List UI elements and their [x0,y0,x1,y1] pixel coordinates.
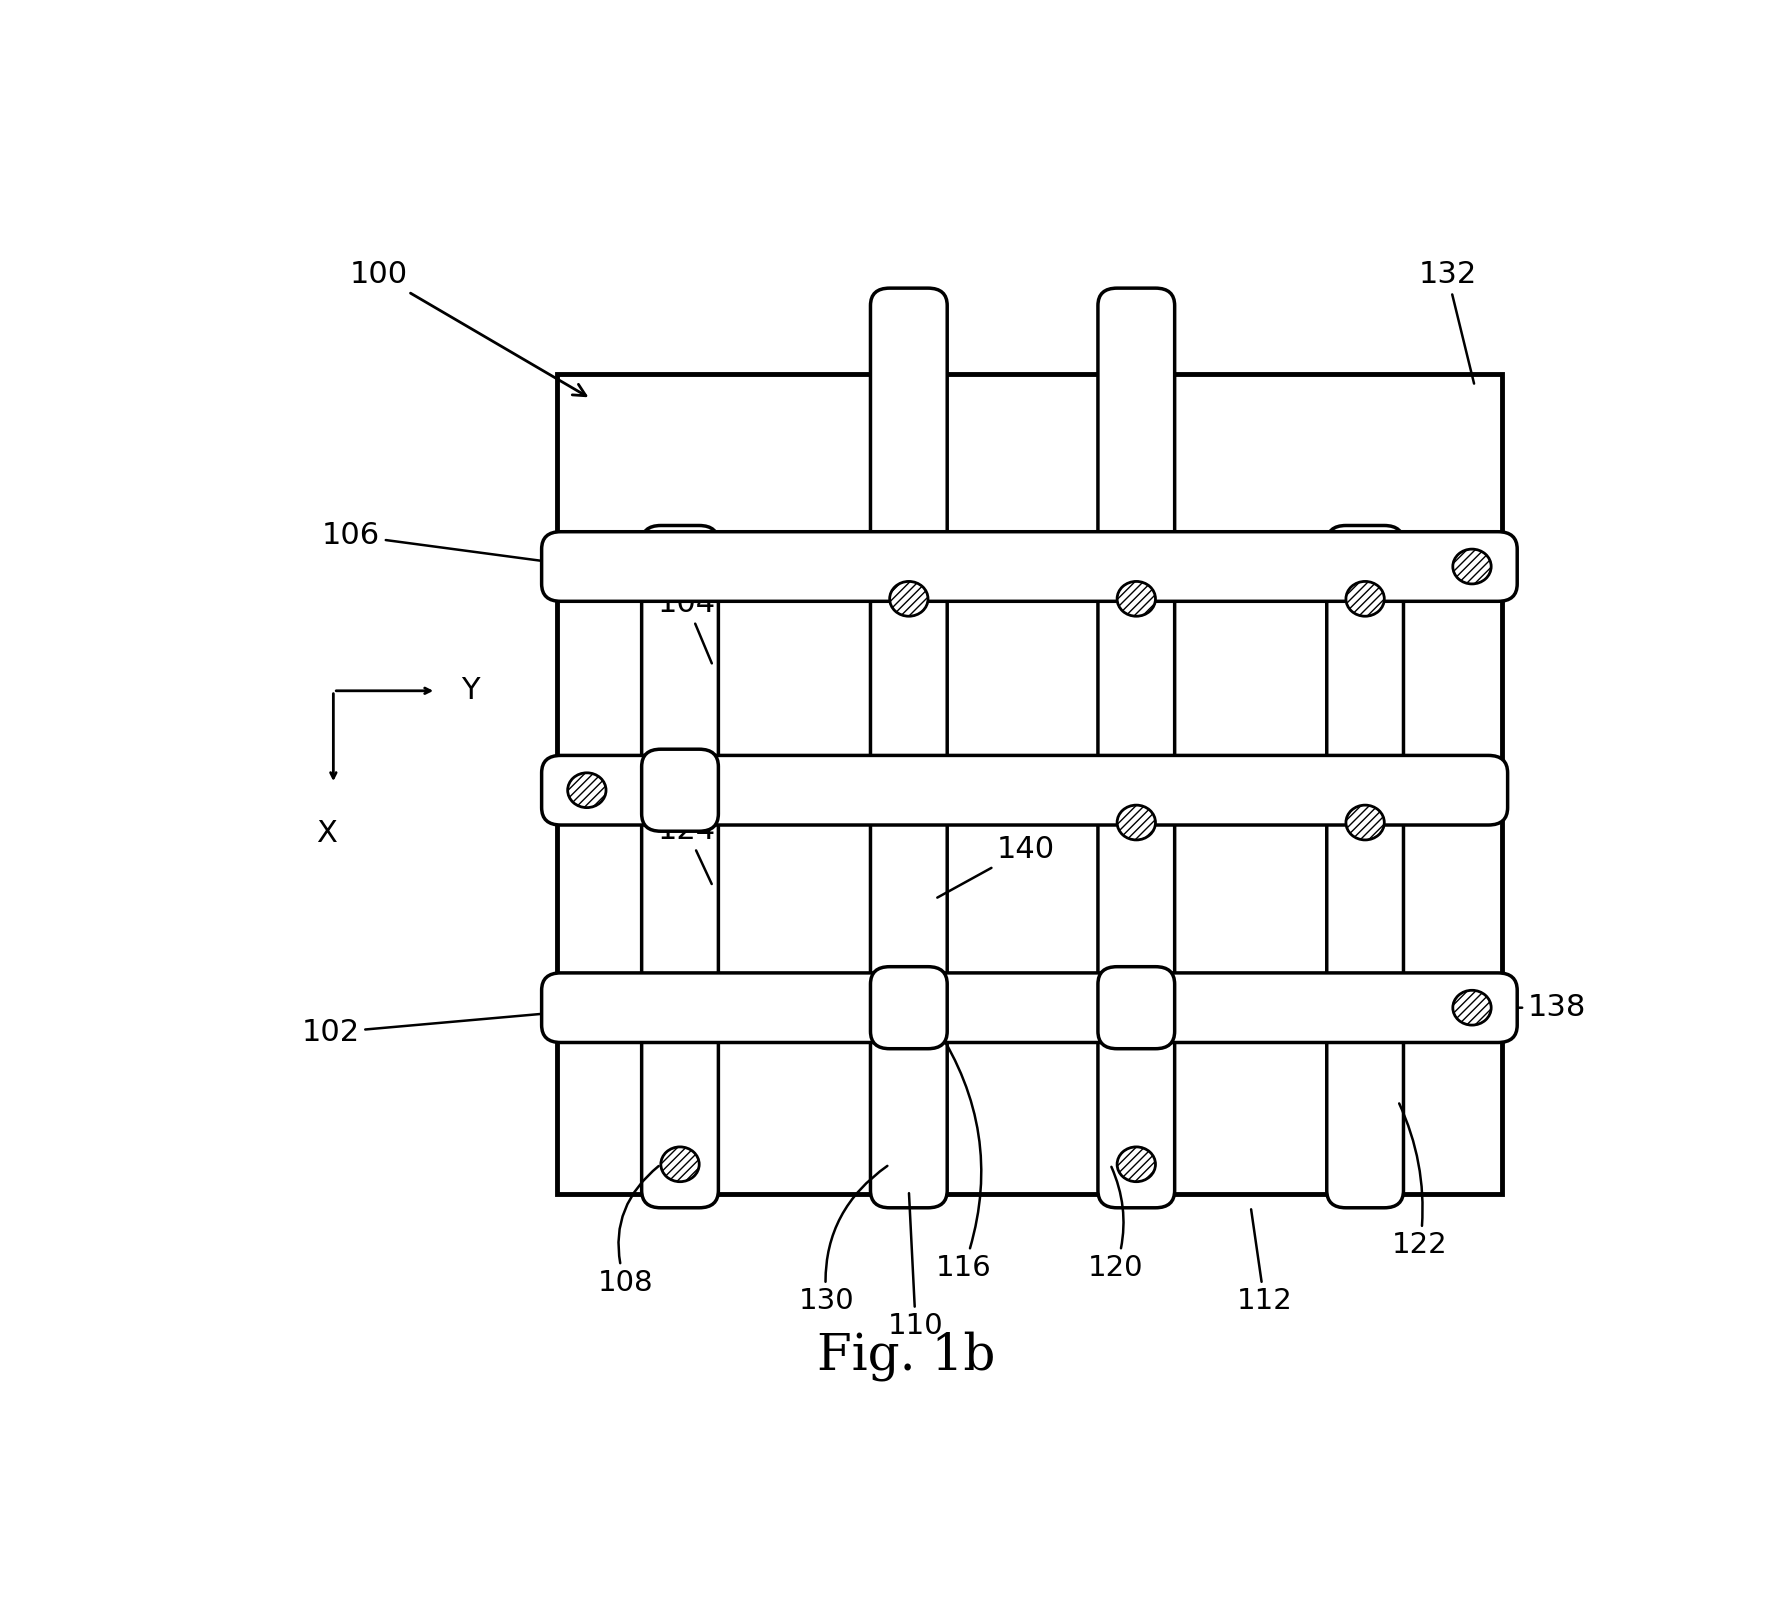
Bar [1114,986,1160,1028]
Text: 124: 124 [658,817,716,884]
Text: Y: Y [461,676,479,705]
FancyBboxPatch shape [870,289,948,1207]
FancyBboxPatch shape [541,755,1508,825]
Circle shape [1345,805,1384,839]
Text: 116: 116 [935,1028,992,1282]
Text: 108: 108 [598,1165,659,1296]
Circle shape [1453,549,1490,584]
Circle shape [1117,805,1156,839]
Bar [656,770,704,812]
FancyBboxPatch shape [541,973,1517,1043]
Text: 110: 110 [888,1193,944,1340]
Text: 122: 122 [1391,1104,1448,1259]
FancyBboxPatch shape [1326,526,1404,1207]
Text: 100: 100 [350,260,585,395]
Text: 112: 112 [1236,1209,1292,1315]
Text: 106: 106 [322,521,582,567]
Circle shape [1117,581,1156,617]
Text: 140: 140 [937,834,1054,897]
Text: 120: 120 [1087,1167,1144,1282]
FancyBboxPatch shape [642,749,718,831]
Text: 104: 104 [658,589,716,663]
FancyBboxPatch shape [642,526,718,1207]
Text: 132: 132 [1418,260,1476,384]
Bar [557,374,1503,1194]
Text: 130: 130 [799,1165,888,1315]
Circle shape [889,581,928,617]
Text: Fig. 1b: Fig. 1b [817,1330,995,1380]
FancyBboxPatch shape [870,967,948,1049]
Circle shape [1453,991,1490,1025]
Bar [886,986,932,1028]
Text: 138: 138 [1475,993,1586,1022]
Circle shape [568,773,606,807]
Text: X: X [316,818,338,847]
Circle shape [661,1148,698,1181]
FancyBboxPatch shape [541,531,1517,602]
FancyBboxPatch shape [1098,289,1174,1207]
Text: 102: 102 [302,1009,608,1047]
FancyBboxPatch shape [1098,967,1174,1049]
Circle shape [1345,581,1384,617]
Circle shape [1117,1148,1156,1181]
